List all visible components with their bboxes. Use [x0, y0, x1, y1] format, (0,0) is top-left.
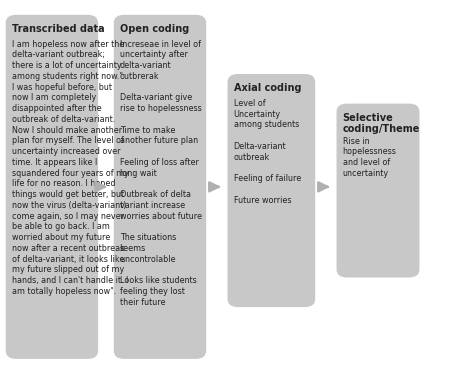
Text: Rise in
hopelessness
and level of
uncertainty: Rise in hopelessness and level of uncert… — [343, 137, 397, 178]
Text: Increseae in level of
uncertainty after
delta-variant
outbrerak

Delta-variant g: Increseae in level of uncertainty after … — [120, 40, 202, 307]
FancyBboxPatch shape — [337, 104, 419, 278]
Text: Level of
Uncertainty
among students

Delta-variant
outbreak

Feeling of failure
: Level of Uncertainty among students Delt… — [234, 99, 301, 205]
Text: Transcribed data: Transcribed data — [12, 24, 104, 34]
FancyBboxPatch shape — [114, 15, 206, 359]
Text: Selective
coding/Theme: Selective coding/Theme — [343, 113, 420, 134]
FancyBboxPatch shape — [228, 74, 315, 307]
FancyBboxPatch shape — [6, 15, 98, 359]
Text: Open coding: Open coding — [120, 24, 189, 34]
Text: Axial coding: Axial coding — [234, 83, 301, 93]
Text: I am hopeless now after the
delta-variant outbreak;
there is a lot of uncertaint: I am hopeless now after the delta-varian… — [12, 40, 129, 296]
